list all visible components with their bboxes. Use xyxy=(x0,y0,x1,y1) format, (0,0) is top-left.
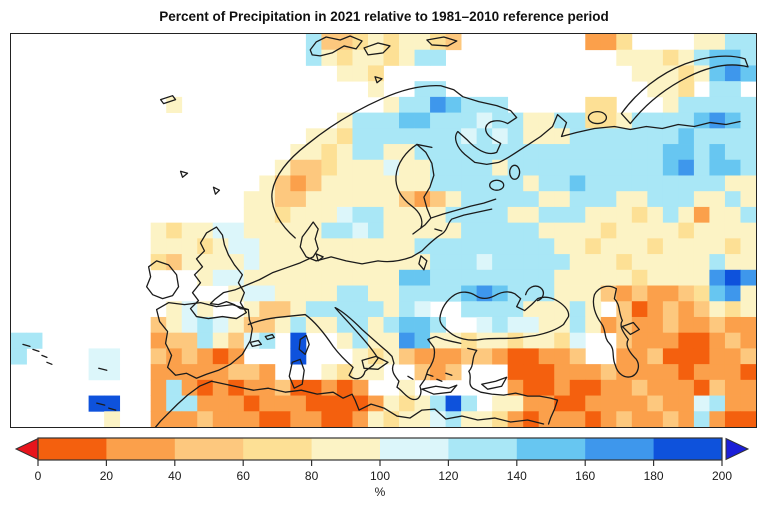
colorbar: 0 20 40 60 80 100 120 140 160 180 200% xyxy=(14,437,750,499)
legend-tick-label: 100 xyxy=(370,469,390,483)
legend-range-arrows xyxy=(14,437,750,461)
legend-tick-label: 160 xyxy=(575,469,595,483)
legend-tick-label: 20 xyxy=(100,469,114,483)
legend-tick-label: 120 xyxy=(438,469,458,483)
colorbar-ticks xyxy=(37,460,723,466)
legend-tick-label: 180 xyxy=(644,469,664,483)
europe-precipitation-map xyxy=(11,34,756,427)
legend-overflow-arrow xyxy=(725,437,750,461)
figure-title: Percent of Precipitation in 2021 relativ… xyxy=(159,9,609,24)
colorbar-tick-labels: 0 20 40 60 80 100 120 140 160 180 200 xyxy=(35,469,733,483)
coastlines xyxy=(22,35,749,427)
color-scale-legend: 0 20 40 60 80 100 120 140 160 180 200% xyxy=(0,433,768,506)
legend-tick-label: 40 xyxy=(168,469,182,483)
legend-tick-label: 140 xyxy=(507,469,527,483)
legend-tick-label: 0 xyxy=(35,469,42,483)
legend-underflow-arrow xyxy=(14,437,39,461)
legend-tick-label: 60 xyxy=(237,469,251,483)
precipitation-grid xyxy=(11,34,756,427)
map-frame xyxy=(10,33,757,428)
colorbar-segments xyxy=(38,438,723,460)
legend-unit-label: % xyxy=(375,485,386,499)
legend-tick-label: 80 xyxy=(305,469,319,483)
legend-tick-label: 200 xyxy=(712,469,732,483)
